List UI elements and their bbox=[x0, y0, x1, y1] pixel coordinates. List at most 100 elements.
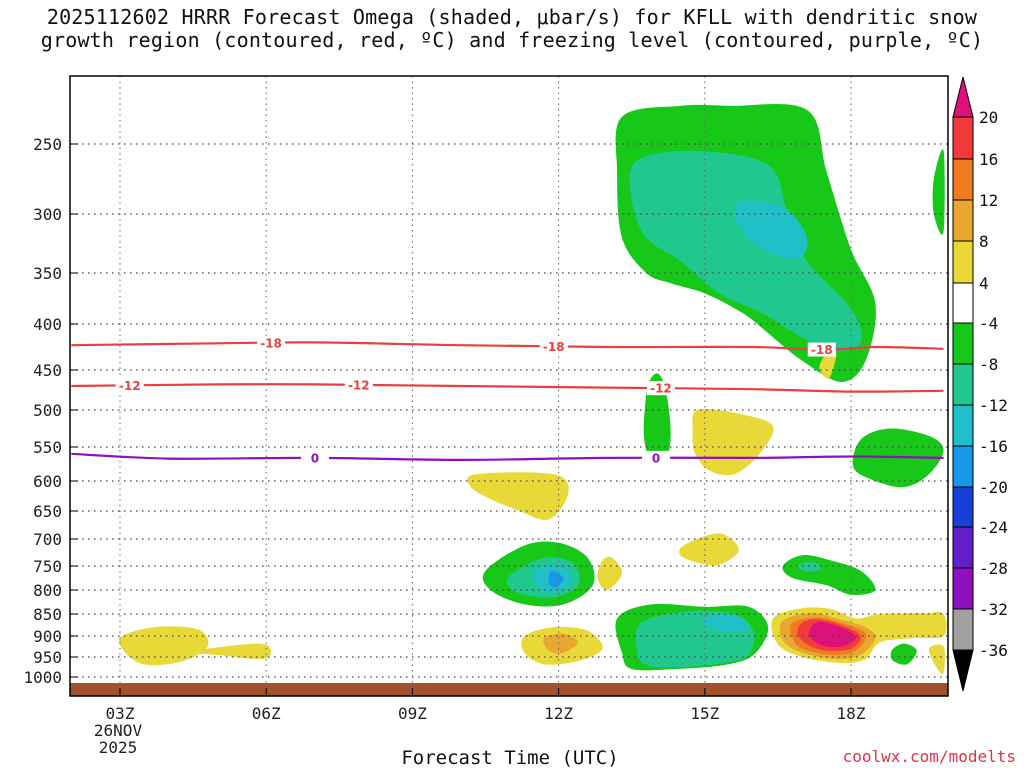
colorbar-label-10: -24 bbox=[979, 518, 1008, 537]
omega-region-19 bbox=[543, 633, 579, 654]
colorbar-label-12: -32 bbox=[979, 600, 1008, 619]
x-tick-year: 2025 bbox=[99, 738, 138, 757]
credit-text[interactable]: coolwx.com/modelts bbox=[842, 747, 1016, 766]
colorbar-label-3: 8 bbox=[979, 232, 989, 251]
contour-label-dendritic_minus18: -18 bbox=[260, 336, 282, 350]
x-axis-label: Forecast Time (UTC) bbox=[401, 747, 618, 768]
x-tick-label-15Z: 15Z bbox=[690, 704, 719, 723]
contour-label-bg bbox=[115, 378, 144, 393]
title-line1: 2025112602 HRRR Forecast Omega (shaded, … bbox=[46, 5, 978, 29]
colorbar-top-arrow bbox=[952, 76, 974, 118]
y-tick-label-400: 400 bbox=[33, 315, 62, 334]
contour-label-freezing_level_0: 0 bbox=[311, 451, 319, 465]
y-tick-label-1000: 1000 bbox=[23, 668, 62, 687]
contour-label-bg bbox=[257, 335, 286, 350]
omega-region-3 bbox=[932, 149, 945, 235]
omega-region-17 bbox=[703, 615, 749, 632]
colorbar-bottom-arrow bbox=[952, 649, 974, 692]
colorbar-label-11: -28 bbox=[979, 559, 1008, 578]
colorbar-box-3 bbox=[952, 240, 974, 284]
omega-region-9 bbox=[679, 533, 739, 566]
omega-region-6 bbox=[643, 373, 671, 464]
colorbar-label-4: 4 bbox=[979, 274, 989, 293]
y-tick-label-650: 650 bbox=[33, 502, 62, 521]
colorbar-label-7: -12 bbox=[979, 396, 1008, 415]
colorbar-label-5: -4 bbox=[979, 314, 998, 333]
x-tick-date: 26NOV bbox=[94, 721, 143, 740]
x-tick-label-06Z: 06Z bbox=[252, 704, 281, 723]
contour-label-dendritic_minus18: -18 bbox=[543, 340, 565, 354]
contour-label-dendritic_minus12: -12 bbox=[348, 378, 370, 392]
contour-label-bg bbox=[300, 450, 329, 465]
colorbar-box-4 bbox=[952, 282, 974, 324]
omega-region-25 bbox=[782, 555, 876, 595]
colorbar-box-9 bbox=[952, 486, 974, 528]
y-tick-label-950: 950 bbox=[33, 648, 62, 667]
colorbar-label-0: 20 bbox=[979, 108, 998, 127]
x-tick-label-12Z: 12Z bbox=[544, 704, 573, 723]
title-line2: growth region (contoured, red, ºC) and f… bbox=[40, 28, 984, 52]
omega-region-5 bbox=[692, 408, 774, 476]
contour-freezing_level_0 bbox=[71, 452, 944, 462]
colorbar-box-1 bbox=[952, 158, 974, 201]
axes: 250 300 350 400 450 500 550 600 650 700 750 800 850 9… bbox=[23, 75, 949, 757]
omega-region-8 bbox=[467, 472, 569, 521]
colorbar-label-9: -20 bbox=[979, 478, 1008, 497]
contour-lines: -18 -18 -18 -12 -12 -12 0 0 bbox=[71, 335, 944, 465]
x-tick-label-18Z: 18Z bbox=[837, 704, 866, 723]
omega-region-30 bbox=[187, 643, 272, 660]
colorbar-box-10 bbox=[952, 526, 974, 569]
omega-shading bbox=[70, 103, 948, 696]
contour-label-bg bbox=[807, 342, 836, 357]
contour-dendritic_minus12 bbox=[71, 383, 944, 393]
y-tick-label-300: 300 bbox=[33, 205, 62, 224]
contour-label-dendritic_minus12: -12 bbox=[119, 379, 141, 393]
contour-label-bg bbox=[344, 377, 373, 392]
y-tick-label-500: 500 bbox=[33, 401, 62, 420]
colorbar-box-11 bbox=[952, 567, 974, 610]
y-tick-label-900: 900 bbox=[33, 627, 62, 646]
colorbar-box-7 bbox=[952, 404, 974, 447]
omega-region-1 bbox=[629, 150, 862, 352]
colorbar-label-8: -16 bbox=[979, 437, 1008, 456]
contour-label-freezing_level_0: 0 bbox=[652, 451, 660, 465]
colorbar-label-1: 16 bbox=[979, 150, 998, 169]
y-tick-label-700: 700 bbox=[33, 530, 62, 549]
terrain-bar bbox=[70, 683, 948, 696]
contour-label-bg bbox=[539, 339, 568, 354]
contour-label-bg bbox=[646, 381, 675, 396]
omega-region-24 bbox=[809, 621, 856, 648]
omega-region-27 bbox=[890, 643, 917, 665]
y-tick-label-850: 850 bbox=[33, 605, 62, 624]
contour-label-dendritic_minus18: -18 bbox=[811, 343, 833, 357]
y-tick-label-250: 250 bbox=[33, 135, 62, 154]
omega-region-4 bbox=[819, 350, 837, 379]
y-tick-label-350: 350 bbox=[33, 264, 62, 283]
colorbar-box-0 bbox=[952, 116, 974, 160]
omega-region-26 bbox=[797, 561, 822, 572]
omega-region-14 bbox=[548, 570, 564, 588]
plot-frame bbox=[69, 75, 949, 697]
colorbar-label-6: -8 bbox=[979, 355, 998, 374]
omega-region-2 bbox=[734, 201, 808, 260]
colorbar-box-6 bbox=[952, 363, 974, 406]
colorbar-box-5 bbox=[952, 322, 974, 365]
colorbar-box-8 bbox=[952, 445, 974, 488]
colorbar-box-12 bbox=[952, 608, 974, 651]
colorbar-label-2: 12 bbox=[979, 191, 998, 210]
y-tick-label-750: 750 bbox=[33, 557, 62, 576]
chart-title: 2025112602 HRRR Forecast Omega (shaded, … bbox=[0, 6, 1024, 52]
y-tick-label-800: 800 bbox=[33, 581, 62, 600]
omega-region-29 bbox=[118, 626, 209, 666]
omega-region-28 bbox=[928, 644, 945, 675]
y-tick-label-550: 550 bbox=[33, 438, 62, 457]
colorbar: 20 16 12 8 4 -4 -8 -12 -16 -20 -24 -28 -32 -36 bbox=[952, 76, 1008, 692]
y-tick-label-450: 450 bbox=[33, 361, 62, 380]
contour-label-bg bbox=[642, 450, 671, 465]
x-tick-label-09Z: 09Z bbox=[398, 704, 427, 723]
colorbar-label-13: -36 bbox=[979, 641, 1008, 660]
omega-region-10 bbox=[597, 556, 623, 591]
y-tick-label-600: 600 bbox=[33, 472, 62, 491]
x-tick-label-03Z: 03Z bbox=[106, 704, 135, 723]
